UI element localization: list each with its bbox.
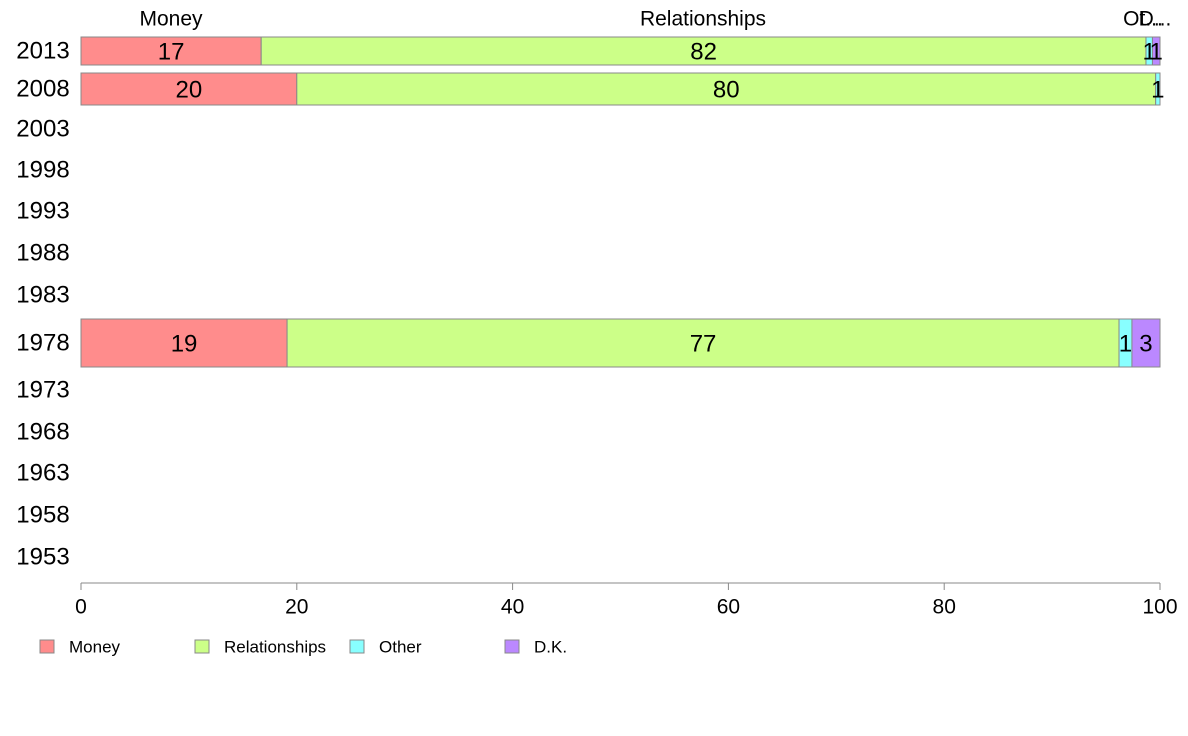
- x-tick-label: 100: [1142, 596, 1177, 619]
- row-1993: 1993: [16, 198, 69, 225]
- year-label: 1958: [16, 502, 69, 529]
- column-header: Ot...: [1123, 8, 1163, 31]
- legend-item-other: Other: [349, 638, 422, 657]
- legend-item-money: Money: [39, 638, 121, 657]
- x-tick-label: 40: [501, 596, 524, 619]
- x-tick-label: 0: [75, 596, 87, 619]
- x-tick-label: 60: [717, 596, 740, 619]
- x-tick-label: 80: [933, 596, 956, 619]
- row-2008: 2008 20 80 1: [16, 72, 1165, 106]
- column-header: Relationships: [640, 8, 766, 31]
- legend-swatch: [504, 639, 520, 654]
- year-label: 1968: [16, 419, 69, 446]
- legend-swatch: [194, 639, 210, 654]
- data-label: 82: [690, 39, 717, 66]
- row-1978: 1978 19 77 1 3: [16, 318, 1161, 368]
- year-label: 1998: [16, 157, 69, 184]
- data-label: 20: [176, 77, 203, 104]
- year-label: 1988: [16, 240, 69, 267]
- bar-d-k--2013: [1151, 36, 1161, 66]
- data-label: 19: [171, 331, 198, 358]
- data-label: 1: [1150, 39, 1163, 66]
- row-1998: 1998: [16, 157, 69, 184]
- row-2003: 2003: [16, 116, 69, 143]
- year-label: 1963: [16, 460, 69, 487]
- year-label: 1993: [16, 198, 69, 225]
- bar-money-1978: [80, 318, 288, 368]
- year-label: 1978: [16, 330, 69, 357]
- legend-swatch: [349, 639, 365, 654]
- row-1968: 1968: [16, 419, 69, 446]
- bar-d-k--1978: [1131, 318, 1161, 368]
- bar-other-2008: [1155, 72, 1161, 106]
- row-1973: 1973: [16, 377, 69, 404]
- row-1963: 1963: [16, 460, 69, 487]
- column-headers: Money Relationships Ot...D...: [139, 8, 1171, 31]
- x-axis: 0 20 40 60 80 100: [75, 582, 1178, 619]
- column-header: Money: [139, 8, 203, 31]
- data-label: 1: [1151, 77, 1164, 104]
- data-label: 1: [1119, 331, 1132, 358]
- year-label: 1953: [16, 544, 69, 571]
- legend-label: Money: [69, 638, 121, 657]
- data-label: 80: [713, 77, 740, 104]
- legend-swatch: [39, 639, 55, 654]
- data-label: 17: [158, 39, 185, 66]
- column-header: D...: [1139, 8, 1172, 31]
- legend-label: Relationships: [224, 638, 326, 657]
- row-1983: 1983: [16, 282, 69, 309]
- row-1988: 1988: [16, 240, 69, 267]
- year-label: 1983: [16, 282, 69, 309]
- row-2013: 2013 17 82 11: [16, 36, 1163, 66]
- year-label: 2013: [16, 38, 69, 65]
- data-label: 3: [1139, 331, 1152, 358]
- bar-money-2008: [80, 72, 298, 106]
- x-tick-label: 20: [285, 596, 308, 619]
- legend-label: D.K.: [534, 638, 567, 657]
- legend-item-relationships: Relationships: [194, 638, 326, 657]
- row-1953: 1953: [16, 544, 69, 571]
- legend-label: Other: [379, 638, 422, 657]
- bar-relationships-2013: [260, 36, 1147, 66]
- legend-item-d-k-: D.K.: [504, 638, 567, 657]
- year-label: 2008: [16, 76, 69, 103]
- legend: Money Relationships Other D.K.: [39, 638, 567, 657]
- chart-rows: 2013 17 82 1 1 2008 20 80 1 2003 1998 1993 1988 1983 1…: [16, 36, 1165, 571]
- row-1958: 1958: [16, 502, 69, 529]
- year-label: 1973: [16, 377, 69, 404]
- year-label: 2003: [16, 116, 69, 143]
- data-label: 77: [690, 331, 717, 358]
